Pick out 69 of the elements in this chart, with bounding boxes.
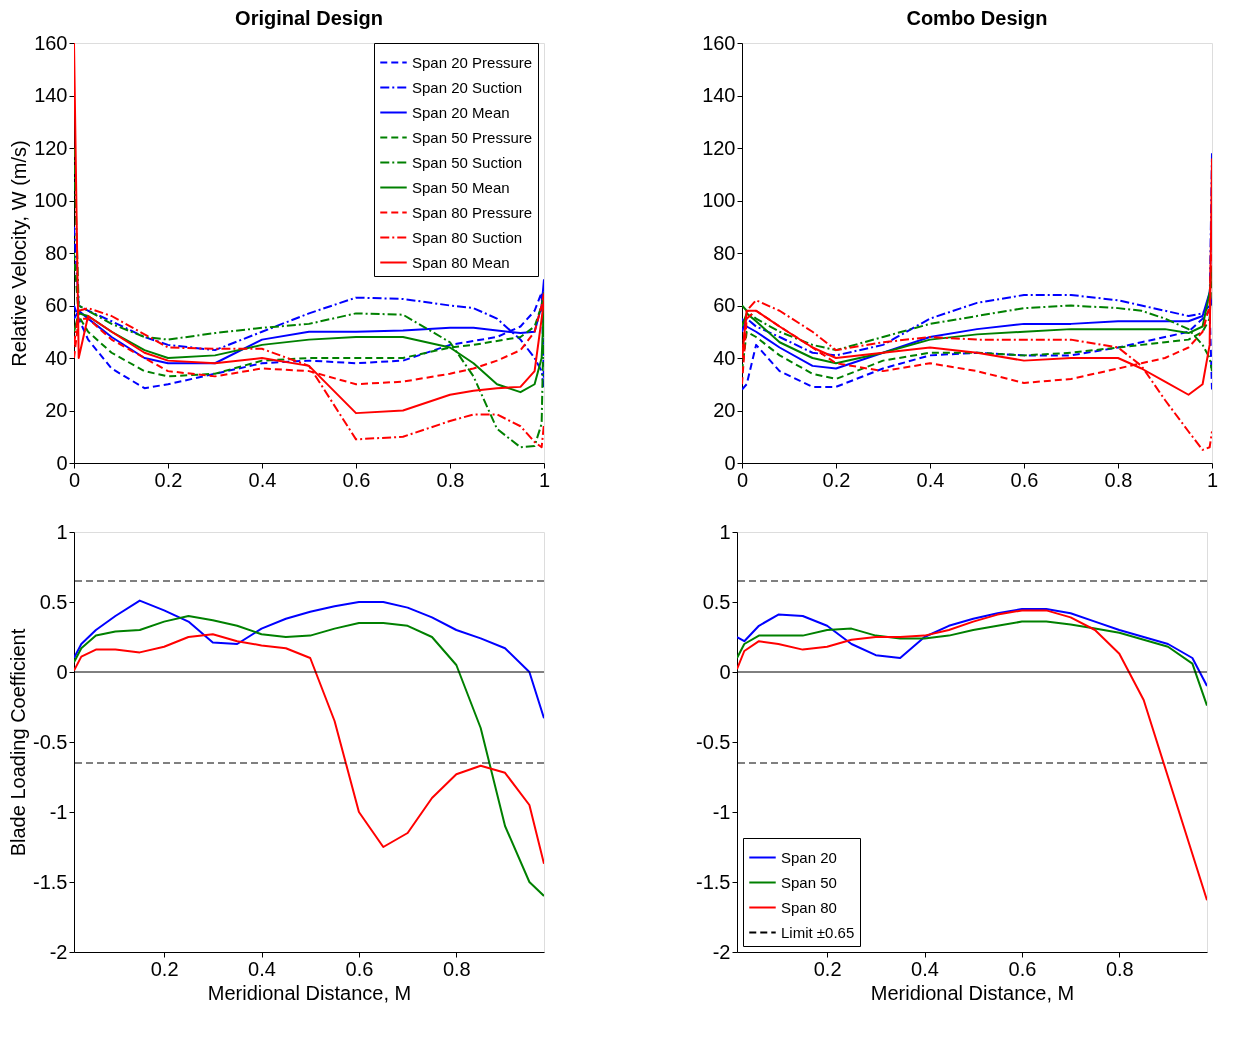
y-tick-label: 0.5 <box>702 590 731 613</box>
y-tick-label: 20 <box>45 399 68 421</box>
chart-title: Combo Design <box>906 7 1048 29</box>
x-tick-label: 0.4 <box>911 957 939 980</box>
legend-label: Span 20 Suction <box>412 78 523 96</box>
y-tick-label: 120 <box>34 136 68 159</box>
legend-label: Span 80 Suction <box>412 228 523 246</box>
y-tick-label: -1.5 <box>33 870 68 893</box>
legend-label: Span 20 Pressure <box>412 53 533 71</box>
x-tick-label: 0.4 <box>916 468 945 491</box>
legend-label: Span 50 Mean <box>412 178 510 196</box>
x-tick-label: 0.8 <box>436 468 465 491</box>
y-tick-label: 80 <box>713 241 736 264</box>
legend-label: Span 50 <box>781 873 837 891</box>
y-axis-title: Relative Velocity, W (m/s) <box>8 140 31 367</box>
y-tick-label: 140 <box>702 84 736 106</box>
chart-title: Original Design <box>235 7 383 29</box>
y-tick-label: 100 <box>702 189 736 211</box>
legend-label: Span 50 Suction <box>412 153 523 171</box>
x-tick-label: 0.2 <box>150 957 179 980</box>
y-tick-label: -0.5 <box>33 730 68 753</box>
x-tick-label: 0.2 <box>822 468 851 491</box>
x-axis-title: Meridional Distance, M <box>207 981 412 1004</box>
x-axis-title: Meridional Distance, M <box>870 981 1075 1004</box>
x-tick-label: 0.4 <box>248 468 277 491</box>
x-tick-label: 0.4 <box>248 957 276 980</box>
y-tick-label: 20 <box>713 399 736 421</box>
y-tick-label: 0 <box>56 660 68 683</box>
legend-label: Span 20 <box>781 848 837 866</box>
y-tick-label: -0.5 <box>696 730 731 753</box>
y-tick-label: 60 <box>45 294 68 316</box>
legend-label: Limit ±0.65 <box>781 923 855 941</box>
y-axis-title: Blade Loading Coefficient <box>7 628 30 857</box>
y-tick-label: 1 <box>719 520 731 543</box>
y-tick-label: 100 <box>34 189 68 211</box>
y-tick-label: 0 <box>56 451 68 474</box>
y-tick-label: 1 <box>56 520 68 543</box>
y-tick-label: -1 <box>712 800 731 823</box>
legend-label: Span 80 <box>781 898 837 916</box>
x-tick-label: 0.6 <box>345 957 374 980</box>
y-tick-label: 160 <box>702 31 736 54</box>
y-tick-label: 140 <box>34 84 68 106</box>
y-tick-label: 0 <box>719 660 731 683</box>
y-tick-label: 80 <box>45 241 68 264</box>
y-tick-label: -1.5 <box>696 870 731 893</box>
x-tick-label: 0.6 <box>1008 957 1037 980</box>
y-tick-label: 160 <box>34 31 68 54</box>
x-tick-label: 1 <box>1206 468 1219 491</box>
x-tick-label: 0.6 <box>342 468 371 491</box>
x-tick-label: 0.6 <box>1010 468 1039 491</box>
y-tick-label: 60 <box>713 294 736 316</box>
y-tick-label: 120 <box>702 136 736 159</box>
x-tick-label: 0.8 <box>1104 468 1133 491</box>
y-tick-label: 40 <box>713 346 736 369</box>
legend-label: Span 80 Pressure <box>412 203 533 221</box>
legend-label: Span 20 Mean <box>412 103 510 121</box>
legend-label: Span 50 Pressure <box>412 128 533 146</box>
y-tick-label: 0 <box>724 451 736 474</box>
y-tick-label: -1 <box>49 800 68 823</box>
y-tick-label: -2 <box>49 940 68 963</box>
y-tick-label: 0.5 <box>39 590 68 613</box>
y-tick-label: -2 <box>712 940 731 963</box>
x-tick-label: 1 <box>538 468 551 491</box>
x-tick-label: 0.8 <box>442 957 471 980</box>
x-tick-label: 0.2 <box>813 957 842 980</box>
y-tick-label: 40 <box>45 346 68 369</box>
x-tick-label: 0.2 <box>154 468 183 491</box>
legend-label: Span 80 Mean <box>412 253 510 271</box>
x-tick-label: 0.8 <box>1105 957 1134 980</box>
